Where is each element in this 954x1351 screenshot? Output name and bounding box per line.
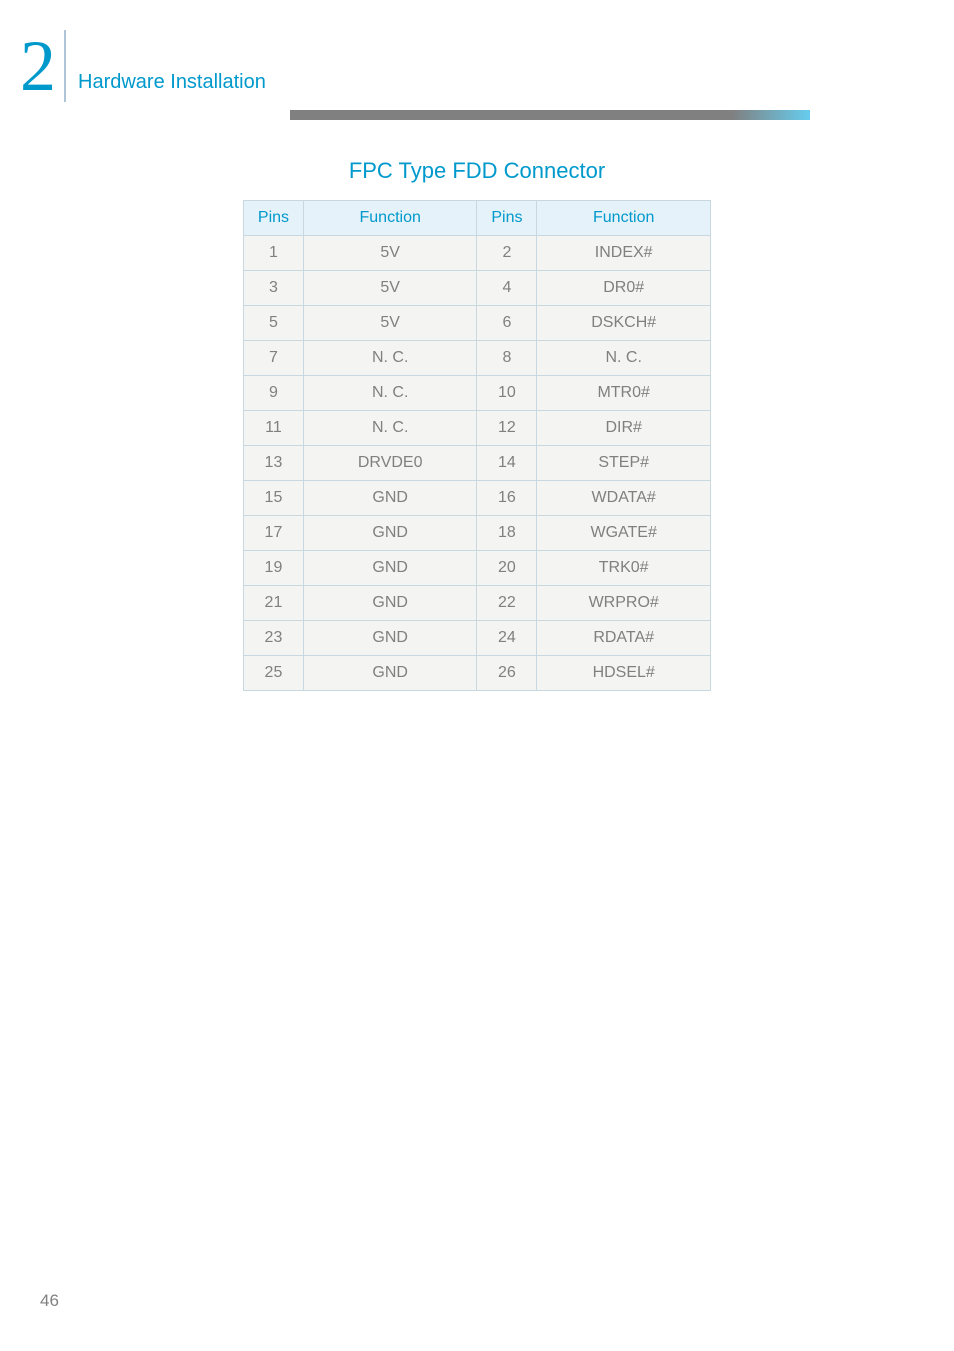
pin-cell: 10 — [477, 376, 537, 411]
function-cell: TRK0# — [537, 551, 711, 586]
header-decorative-bar — [290, 110, 810, 120]
pin-cell: 16 — [477, 481, 537, 516]
function-cell: HDSEL# — [537, 656, 711, 691]
function-cell: WDATA# — [537, 481, 711, 516]
function-cell: N. C. — [537, 341, 711, 376]
table-header-pins-2: Pins — [477, 201, 537, 236]
function-cell: GND — [303, 656, 477, 691]
function-cell: DRVDE0 — [303, 446, 477, 481]
function-cell: WGATE# — [537, 516, 711, 551]
table-row: 19GND20TRK0# — [244, 551, 711, 586]
table-row: 15GND16WDATA# — [244, 481, 711, 516]
pin-cell: 12 — [477, 411, 537, 446]
function-cell: GND — [303, 621, 477, 656]
pin-cell: 23 — [244, 621, 304, 656]
function-cell: N. C. — [303, 341, 477, 376]
function-cell: GND — [303, 586, 477, 621]
table-row: 55V6DSKCH# — [244, 306, 711, 341]
function-cell: STEP# — [537, 446, 711, 481]
table-row: 7N. C.8N. C. — [244, 341, 711, 376]
fdd-connector-pin-table: Pins Function Pins Function 15V2INDEX# 3… — [243, 200, 711, 691]
pin-cell: 22 — [477, 586, 537, 621]
pin-cell: 26 — [477, 656, 537, 691]
function-cell: N. C. — [303, 376, 477, 411]
function-cell: DIR# — [537, 411, 711, 446]
pin-cell: 2 — [477, 236, 537, 271]
pin-cell: 7 — [244, 341, 304, 376]
pin-cell: 14 — [477, 446, 537, 481]
chapter-number: 2 — [20, 30, 66, 102]
pin-cell: 19 — [244, 551, 304, 586]
chapter-header: 2 Hardware Installation — [20, 30, 266, 102]
table-header-pins-1: Pins — [244, 201, 304, 236]
table-body: 15V2INDEX# 35V4DR0# 55V6DSKCH# 7N. C.8N.… — [244, 236, 711, 691]
table-header-function-1: Function — [303, 201, 477, 236]
function-cell: WRPRO# — [537, 586, 711, 621]
function-cell: INDEX# — [537, 236, 711, 271]
table-row: 17GND18WGATE# — [244, 516, 711, 551]
function-cell: DSKCH# — [537, 306, 711, 341]
pin-cell: 6 — [477, 306, 537, 341]
pin-cell: 1 — [244, 236, 304, 271]
pin-cell: 25 — [244, 656, 304, 691]
table-row: 13DRVDE014STEP# — [244, 446, 711, 481]
section-title: FPC Type FDD Connector — [0, 158, 954, 184]
chapter-title: Hardware Installation — [78, 71, 266, 102]
pin-cell: 8 — [477, 341, 537, 376]
pin-cell: 20 — [477, 551, 537, 586]
pin-cell: 9 — [244, 376, 304, 411]
function-cell: 5V — [303, 236, 477, 271]
pin-cell: 15 — [244, 481, 304, 516]
function-cell: GND — [303, 551, 477, 586]
table-row: 21GND22WRPRO# — [244, 586, 711, 621]
pin-cell: 21 — [244, 586, 304, 621]
function-cell: GND — [303, 516, 477, 551]
pin-cell: 18 — [477, 516, 537, 551]
pin-cell: 13 — [244, 446, 304, 481]
table-row: 35V4DR0# — [244, 271, 711, 306]
page-number: 46 — [40, 1291, 59, 1311]
table-row: 11N. C.12DIR# — [244, 411, 711, 446]
function-cell: DR0# — [537, 271, 711, 306]
function-cell: GND — [303, 481, 477, 516]
table-row: 25GND26HDSEL# — [244, 656, 711, 691]
pin-cell: 5 — [244, 306, 304, 341]
table-row: 9N. C.10MTR0# — [244, 376, 711, 411]
pin-cell: 24 — [477, 621, 537, 656]
pin-cell: 3 — [244, 271, 304, 306]
table-row: 23GND24RDATA# — [244, 621, 711, 656]
table-row: 15V2INDEX# — [244, 236, 711, 271]
function-cell: 5V — [303, 271, 477, 306]
function-cell: RDATA# — [537, 621, 711, 656]
pin-cell: 4 — [477, 271, 537, 306]
table-header-function-2: Function — [537, 201, 711, 236]
function-cell: N. C. — [303, 411, 477, 446]
function-cell: 5V — [303, 306, 477, 341]
pin-cell: 11 — [244, 411, 304, 446]
table-header-row: Pins Function Pins Function — [244, 201, 711, 236]
function-cell: MTR0# — [537, 376, 711, 411]
pin-cell: 17 — [244, 516, 304, 551]
